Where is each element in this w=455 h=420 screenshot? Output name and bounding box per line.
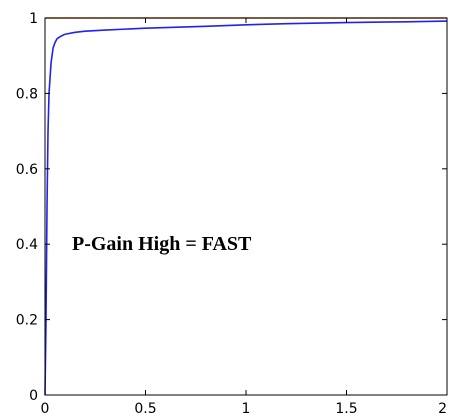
y-tick-label-0: 0 [29, 388, 38, 404]
chart-annotation: P-Gain High = FAST [72, 233, 252, 255]
tick-layer: 0 0.5 1 1.5 2 0 0.2 0.4 0.6 0.8 1 [16, 11, 448, 417]
series-line-1 [44, 20, 448, 396]
x-tick-label-3: 1.5 [335, 401, 357, 417]
x-tick-label-1: 0.5 [134, 401, 156, 417]
y-tick-label-2: 0.4 [16, 237, 38, 253]
y-tick-label-5: 1 [29, 11, 38, 27]
series-layer [44, 17, 448, 396]
y-tick-label-3: 0.6 [16, 162, 38, 178]
x-tick-label-0: 0 [41, 401, 50, 417]
plot-frame [44, 17, 448, 396]
y-tick-label-4: 0.8 [16, 86, 38, 102]
x-tick-label-4: 2 [438, 401, 447, 417]
y-tick-label-1: 0.2 [16, 313, 38, 329]
x-tick-label-2: 1 [242, 401, 251, 417]
